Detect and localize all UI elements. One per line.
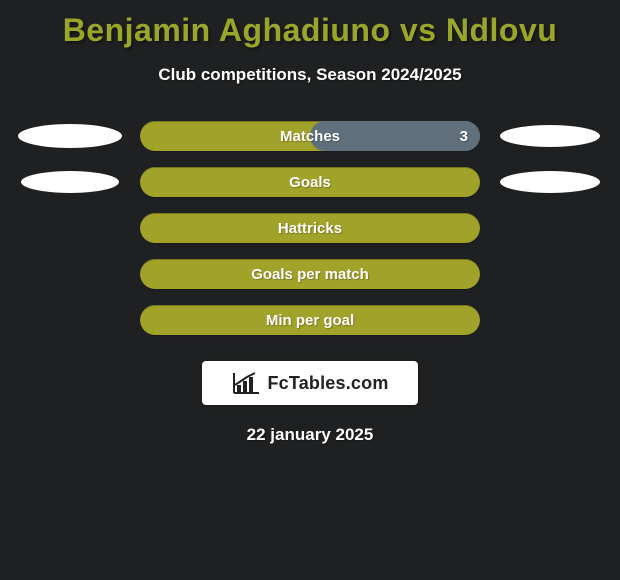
brand-text: FcTables.com (267, 373, 388, 394)
stat-label: Goals (289, 174, 331, 191)
stat-row: Goals (0, 159, 620, 205)
right-marker (480, 297, 620, 343)
comparison-infographic: Benjamin Aghadiuno vs Ndlovu Club compet… (0, 0, 620, 580)
stat-pill: Goals (140, 167, 480, 197)
stat-pill: Matches 3 (140, 121, 480, 151)
stat-row: Hattricks (0, 205, 620, 251)
stat-rows: Matches 3 Goals Hattricks Goals per match Min… (0, 113, 620, 343)
stat-label: Goals per match (251, 266, 369, 283)
stat-row: Goals per match (0, 251, 620, 297)
stat-label: Min per goal (266, 312, 354, 329)
right-marker (480, 113, 620, 159)
left-marker (0, 159, 140, 205)
stat-row: Min per goal (0, 297, 620, 343)
stat-pill: Goals per match (140, 259, 480, 289)
left-marker (0, 297, 140, 343)
date-text: 22 january 2025 (0, 425, 620, 445)
right-marker (480, 159, 620, 205)
left-marker (0, 205, 140, 251)
stat-label: Matches (280, 128, 340, 145)
page-title: Benjamin Aghadiuno vs Ndlovu (0, 0, 620, 49)
brand-chart-icon (231, 371, 261, 395)
brand-badge: FcTables.com (202, 361, 418, 405)
stat-pill: Hattricks (140, 213, 480, 243)
left-ellipse-icon (21, 171, 119, 193)
stat-value-right: 3 (460, 128, 468, 145)
subtitle: Club competitions, Season 2024/2025 (0, 65, 620, 85)
left-marker (0, 251, 140, 297)
right-ellipse-icon (500, 125, 600, 147)
left-ellipse-icon (18, 124, 122, 148)
left-marker (0, 113, 140, 159)
stat-row: Matches 3 (0, 113, 620, 159)
stat-label: Hattricks (278, 220, 342, 237)
stat-pill: Min per goal (140, 305, 480, 335)
right-marker (480, 251, 620, 297)
right-ellipse-icon (500, 171, 600, 193)
right-marker (480, 205, 620, 251)
